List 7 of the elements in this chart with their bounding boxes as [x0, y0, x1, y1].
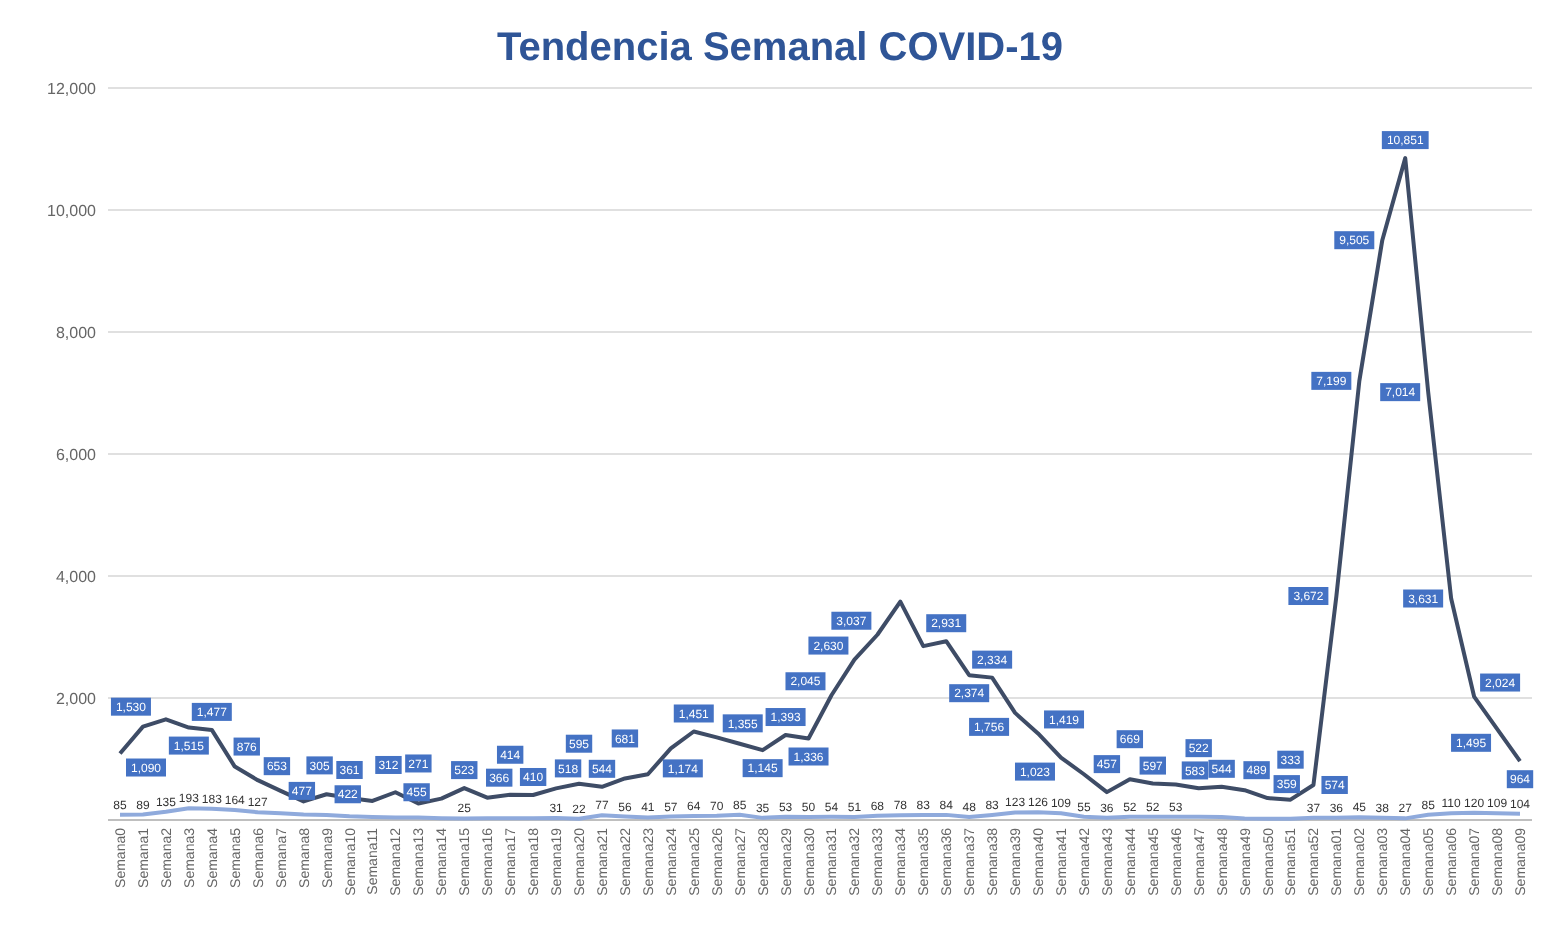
y-tick-label: 4,000: [55, 568, 98, 586]
y-tick-label: 8,000: [55, 324, 98, 342]
y-tick-label: 6,000: [55, 446, 98, 464]
chart-title: Tendencia Semanal COVID-19: [496, 26, 1064, 70]
y-tick-label: 10,000: [47, 202, 98, 220]
y-tick-label: 2,000: [55, 690, 98, 708]
y-tick-label: 12,000: [47, 80, 98, 98]
